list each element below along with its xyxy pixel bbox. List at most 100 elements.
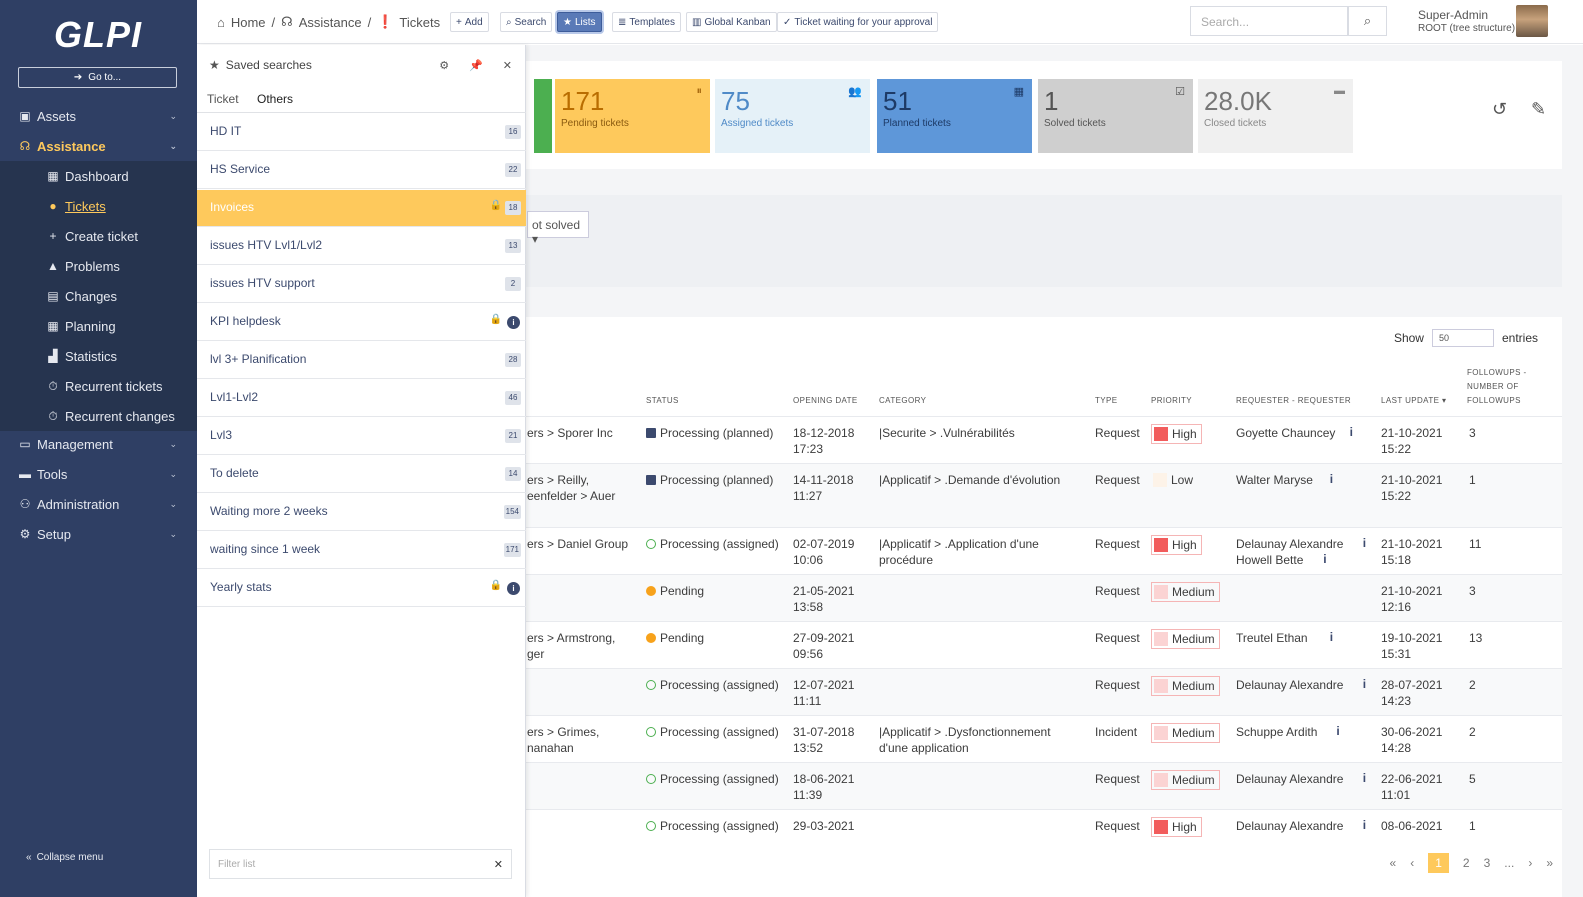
collapse-menu-button[interactable]: «Collapse menu (26, 852, 104, 863)
requester-cell[interactable]: Walter Maryse (1236, 473, 1313, 487)
card-pending[interactable]: 171 Pending tickets ⏸ (555, 79, 710, 153)
first-page-icon[interactable]: « (1389, 856, 1397, 870)
header-status[interactable]: STATUS (646, 396, 679, 405)
saved-search-item[interactable]: Lvl3 21 (197, 418, 526, 455)
info-icon[interactable]: i (1336, 724, 1340, 738)
search-button[interactable]: ⌕ Search (500, 12, 553, 32)
lists-button[interactable]: ★ Lists (557, 12, 602, 32)
history-icon[interactable]: ↺ (1492, 99, 1508, 119)
info-icon[interactable]: i (507, 316, 520, 329)
saved-search-item[interactable]: waiting since 1 week 171 (197, 532, 526, 569)
sidebar-item-tickets[interactable]: ● Tickets (0, 191, 197, 221)
table-row[interactable]: ers > Grimes, nanahan Processing (assigned… (197, 715, 1562, 762)
table-row[interactable]: ers > Daniel Group Processing (assigned) 0… (197, 527, 1562, 574)
sidebar-item-statistics[interactable]: ▟ Statistics (0, 341, 197, 371)
saved-search-item[interactable]: Lvl1-Lvl2 46 (197, 380, 526, 417)
requester-cell[interactable]: Delaunay Alexandre (1236, 537, 1344, 551)
sidebar-item-dashboard[interactable]: ▦ Dashboard (0, 161, 197, 191)
search-icon[interactable]: ⌕ (1348, 6, 1387, 36)
sidebar-item-administration[interactable]: ⚇ Administration ⌄ (0, 489, 197, 519)
header-type[interactable]: TYPE (1095, 396, 1118, 405)
saved-search-item[interactable]: HD IT 16 (197, 114, 526, 151)
info-icon[interactable]: i (1329, 472, 1334, 486)
card-planned[interactable]: 51 Planned tickets ▦ (877, 79, 1032, 153)
saved-search-item[interactable]: Waiting more 2 weeks 154 (197, 494, 526, 531)
page-2[interactable]: 2 (1462, 856, 1470, 870)
info-icon[interactable]: i (1329, 630, 1334, 644)
info-icon[interactable]: i (1323, 552, 1327, 566)
sidebar-item-tools[interactable]: ▬ Tools ⌄ (0, 459, 197, 489)
info-icon[interactable]: i (1362, 818, 1367, 832)
card-solved[interactable]: 1 Solved tickets ☑ (1038, 79, 1193, 153)
card-assigned[interactable]: 75 Assigned tickets 👥 (715, 79, 870, 153)
avatar[interactable] (1516, 5, 1548, 37)
pin-icon[interactable]: 📌 (469, 59, 483, 72)
card-closed[interactable]: 28.0K Closed tickets ▬ (1198, 79, 1353, 153)
saved-search-item[interactable]: HS Service 22 (197, 152, 526, 189)
info-icon[interactable]: i (1362, 536, 1367, 550)
glpi-logo[interactable]: GLPI (54, 14, 143, 55)
sidebar-item-recurrent-changes[interactable]: ⏱ Recurrent changes (0, 401, 197, 431)
breadcrumb-tickets[interactable]: Tickets (399, 14, 441, 30)
page-3[interactable]: 3 (1483, 856, 1491, 870)
add-button[interactable]: + Add (450, 12, 489, 32)
requester-cell[interactable]: Schuppe Ardith (1236, 725, 1318, 739)
header-opening-date[interactable]: OPENING DATE (793, 396, 858, 405)
requester-cell[interactable]: Goyette Chauncey (1236, 426, 1336, 440)
user-menu[interactable]: Super-Admin ROOT (tree structure) (1418, 8, 1515, 36)
saved-search-item[interactable]: issues HTV Lvl1/Lvl2 13 (197, 228, 526, 265)
requester-cell[interactable]: Delaunay Alexandre (1236, 772, 1344, 786)
edit-icon[interactable]: ✎ (1531, 99, 1547, 119)
info-icon[interactable]: i (1362, 677, 1367, 691)
global-search-input[interactable]: Search... (1190, 6, 1348, 36)
global-kanban-button[interactable]: ▥ Global Kanban (686, 12, 777, 32)
last-page-icon[interactable]: » (1546, 856, 1553, 870)
filter-list-input[interactable]: Filter list ✕ (209, 849, 512, 879)
goto-button[interactable]: ➔ Go to... (18, 67, 177, 88)
info-icon[interactable]: i (1362, 771, 1367, 785)
card-new-partial[interactable] (534, 79, 552, 153)
saved-search-item[interactable]: To delete 14 (197, 456, 526, 493)
sidebar-item-management[interactable]: ▭ Management ⌄ (0, 429, 197, 459)
approval-button[interactable]: ✓ Ticket waiting for your approval (777, 12, 939, 32)
saved-search-item[interactable]: Yearly stats 🔒 i (197, 570, 526, 607)
sidebar-item-setup[interactable]: ⚙ Setup ⌄ (0, 519, 197, 549)
requester-cell[interactable]: Treutel Ethan (1236, 631, 1308, 645)
sidebar-item-planning[interactable]: ▦ Planning (0, 311, 197, 341)
sidebar-item-recurrent-tickets[interactable]: ⏱ Recurrent tickets (0, 371, 197, 401)
breadcrumb-home[interactable]: Home (230, 14, 266, 30)
header-last-update[interactable]: LAST UPDATE ▾ (1381, 396, 1447, 405)
status-criteria-select[interactable]: ot solved ▾ (527, 211, 589, 246)
breadcrumb-assistance[interactable]: Assistance (298, 14, 362, 30)
info-icon[interactable]: i (1349, 425, 1353, 439)
gear-icon[interactable]: ⚙ (439, 59, 450, 72)
sidebar-item-create-ticket[interactable]: + Create ticket (0, 221, 197, 251)
sidebar-item-assets[interactable]: ▣ Assets ⌄ (0, 101, 197, 131)
saved-search-item[interactable]: lvl 3+ Planification 28 (197, 342, 526, 379)
page-1[interactable]: 1 (1428, 853, 1449, 873)
header-priority[interactable]: PRIORITY (1151, 396, 1192, 405)
table-row[interactable]: ers > Armstrong, ger Pending 27-09-2021 09:5… (197, 621, 1562, 668)
table-row[interactable]: Processing (assigned) 29-03-2021 Request Hi… (197, 809, 1562, 856)
info-icon[interactable]: i (507, 582, 520, 595)
table-row[interactable]: ers > Sporer Inc Processing (planned) 18-1… (197, 416, 1562, 463)
sidebar-item-assistance[interactable]: ☊ Assistance ⌄ (0, 131, 197, 161)
entries-select[interactable]: 50 (1431, 329, 1494, 347)
header-requester[interactable]: REQUESTER - REQUESTER (1236, 396, 1352, 405)
close-icon[interactable]: ✕ (502, 59, 512, 72)
saved-search-item[interactable]: issues HTV support 2 (197, 266, 526, 303)
requester-cell-line2[interactable]: Howell Bette (1236, 553, 1304, 567)
prev-page-icon[interactable]: ‹ (1410, 856, 1415, 870)
requester-cell[interactable]: Delaunay Alexandre (1236, 819, 1344, 833)
requester-cell[interactable]: Delaunay Alexandre (1236, 678, 1344, 692)
tab-others[interactable]: Others (257, 92, 294, 106)
tab-ticket[interactable]: Ticket (207, 92, 239, 106)
header-followups[interactable]: FOLLOWUPS - NUMBER OF FOLLOWUPS (1467, 368, 1527, 405)
saved-search-item[interactable]: Invoices 🔒 18 (197, 190, 526, 227)
saved-search-item[interactable]: KPI helpdesk 🔒 i (197, 304, 526, 341)
next-page-icon[interactable]: › (1528, 856, 1533, 870)
sidebar-item-problems[interactable]: ▲ Problems (0, 251, 197, 281)
header-category[interactable]: CATEGORY (879, 396, 927, 405)
templates-button[interactable]: ≣ Templates (612, 12, 681, 32)
clear-filter-icon[interactable]: ✕ (493, 859, 503, 871)
